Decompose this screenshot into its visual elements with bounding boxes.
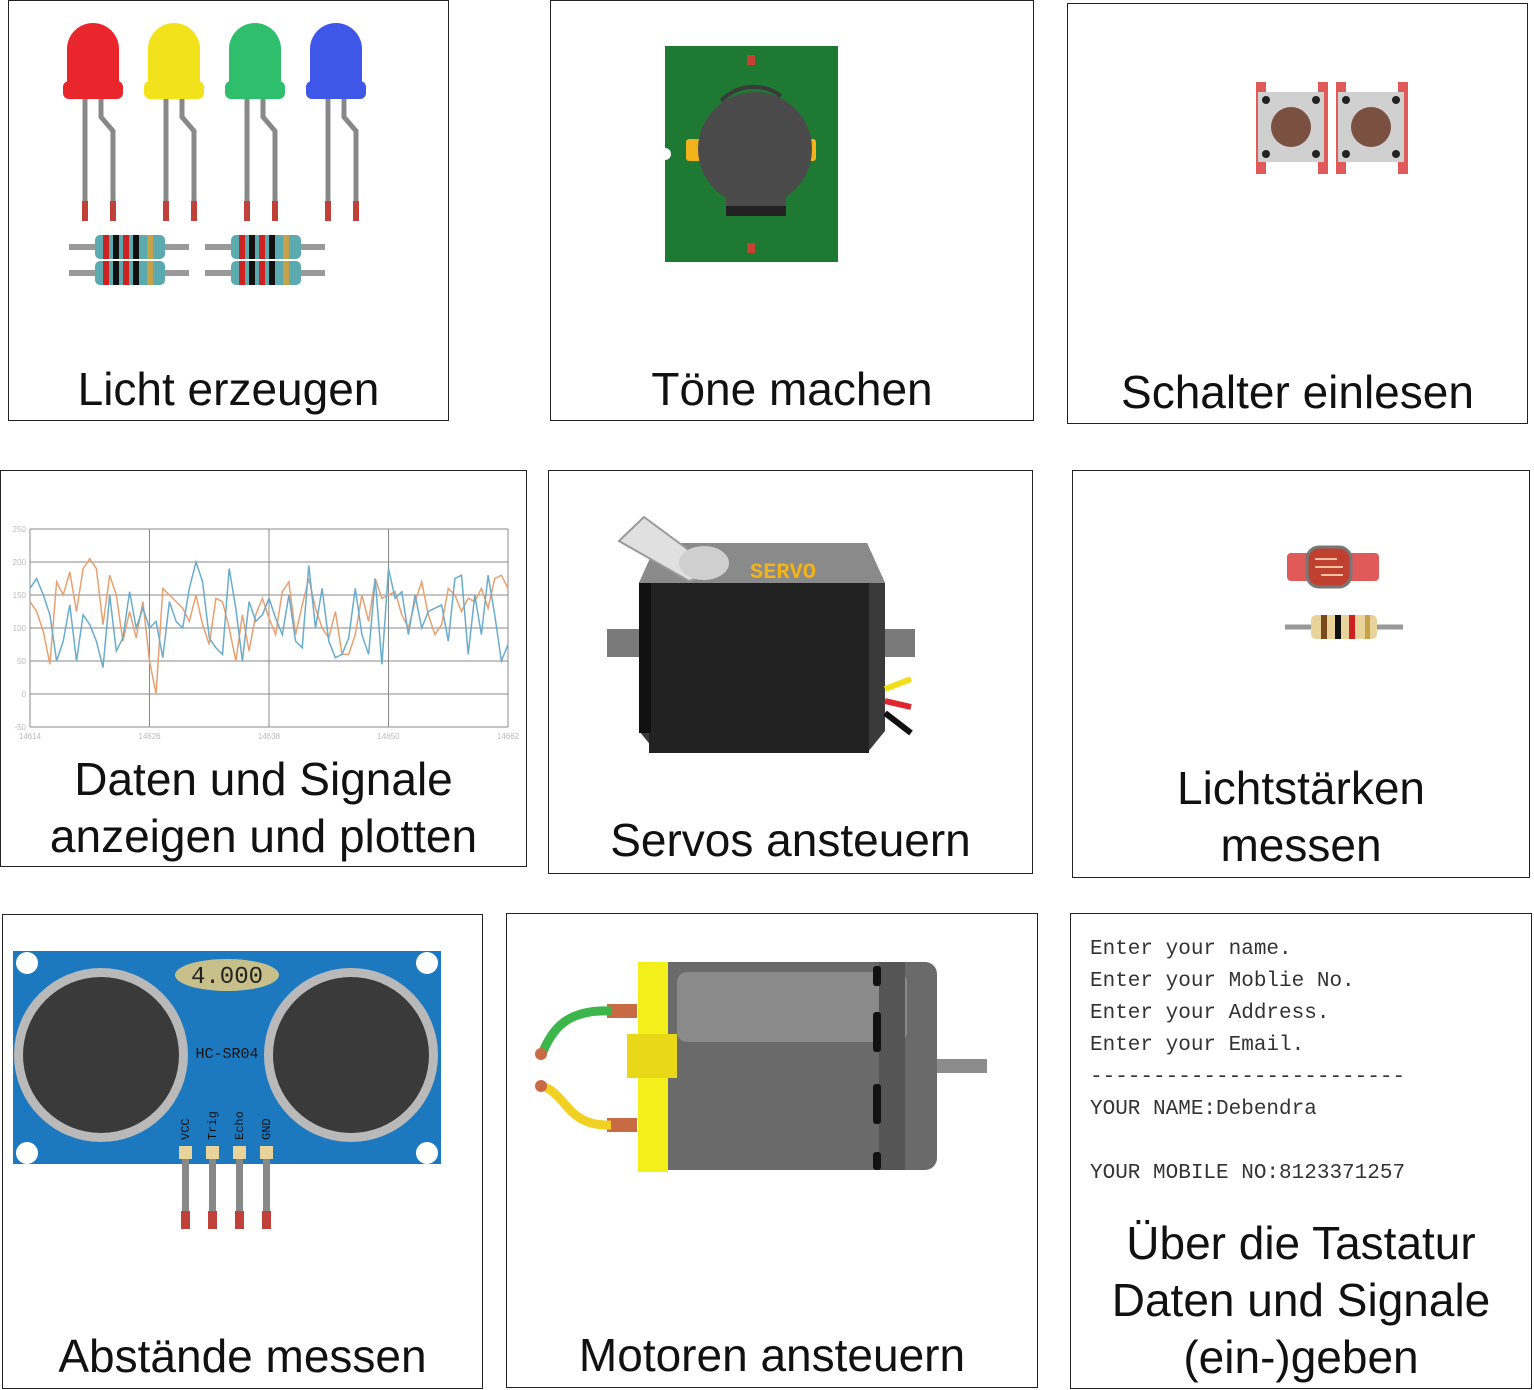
plot-ytick: 150: [13, 591, 27, 600]
servo-label: SERVO: [750, 560, 816, 585]
card-caption: Abstände messen: [58, 1330, 427, 1382]
plot-series-1: [29, 559, 509, 668]
push-button-icon: [1256, 82, 1408, 174]
sensor-display: 4.000: [191, 964, 263, 991]
card-caption: Über die Tastatur Daten und Signale (ein…: [1111, 1217, 1491, 1383]
sensor-pin-label: Echo: [233, 1111, 247, 1140]
plot-ytick: 0: [22, 690, 27, 699]
card-caption: Motoren ansteuern: [578, 1329, 966, 1381]
card-caption: Töne machen: [651, 363, 933, 415]
servo-icon: SERVO: [607, 515, 915, 753]
card-daten-plotten[interactable]: 250 200 150 100 50 0 -50 14614 14626 14638 14650 14…: [0, 470, 527, 867]
card-abstaende-messen[interactable]: 4.000 HC-SR04 VCC Trig Echo GND Abstände me…: [2, 914, 483, 1389]
plot-ytick: 50: [17, 657, 26, 666]
terminal-output: Enter your name. Enter your Moblie No. Ent…: [1090, 934, 1405, 1190]
led-resistor-icon: [63, 23, 366, 285]
photoresistor-icon: [1285, 545, 1403, 639]
terminal-line: [1090, 1126, 1405, 1158]
terminal-line: YOUR MOBILE NO:8123371257: [1090, 1162, 1406, 1185]
terminal-line: Enter your Email.: [1090, 1034, 1305, 1057]
card-licht-erzeugen[interactable]: Licht erzeugen: [8, 0, 449, 421]
card-toene-machen[interactable]: Töne machen: [550, 0, 1034, 421]
card-schalter-einlesen[interactable]: Schalter einlesen: [1067, 3, 1528, 424]
plot-xtick: 14662: [497, 732, 520, 741]
dc-motor-icon: [535, 962, 987, 1172]
sensor-pin-label: VCC: [179, 1118, 193, 1140]
terminal-line: YOUR NAME:Debendra: [1090, 1098, 1317, 1121]
card-lichtstaerken-messen[interactable]: Lichtstärken messen: [1072, 470, 1530, 878]
sensor-model: HC-SR04: [195, 1046, 258, 1063]
card-tastatur-eingabe[interactable]: Enter your name. Enter your Moblie No. Ent…: [1070, 913, 1532, 1389]
card-motoren-ansteuern[interactable]: Motoren ansteuern: [506, 913, 1038, 1388]
plot-ytick: 100: [13, 624, 27, 633]
terminal-line: Enter your Address.: [1090, 1002, 1330, 1025]
plot-xtick: 14614: [19, 732, 42, 741]
card-caption: Lichtstärken messen: [1176, 762, 1425, 871]
terminal-line: Enter your Moblie No.: [1090, 970, 1355, 993]
card-servos-ansteuern[interactable]: SERVO Servos ansteuern: [548, 470, 1033, 874]
plot-ytick: -50: [14, 723, 26, 732]
buzzer-icon: [659, 46, 838, 262]
plot-xtick: 14650: [377, 732, 400, 741]
card-caption: Schalter einlesen: [1121, 366, 1474, 418]
plot-series-0: [29, 557, 509, 695]
sensor-pin-label: GND: [260, 1118, 274, 1140]
terminal-line: Enter your name.: [1090, 938, 1292, 961]
card-caption: Daten und Signale anzeigen und plotten: [49, 753, 478, 862]
plot-xtick: 14626: [138, 732, 161, 741]
ultrasonic-sensor-icon: 4.000 HC-SR04 VCC Trig Echo GND: [13, 951, 441, 1229]
sensor-pin-label: Trig: [206, 1111, 220, 1140]
card-caption: Servos ansteuern: [610, 814, 971, 866]
plot-ytick: 250: [13, 525, 27, 534]
terminal-line: -------------------------: [1090, 1066, 1406, 1089]
plot-ytick: 200: [13, 558, 27, 567]
plot-xtick: 14638: [258, 732, 281, 741]
card-caption: Licht erzeugen: [77, 363, 380, 415]
